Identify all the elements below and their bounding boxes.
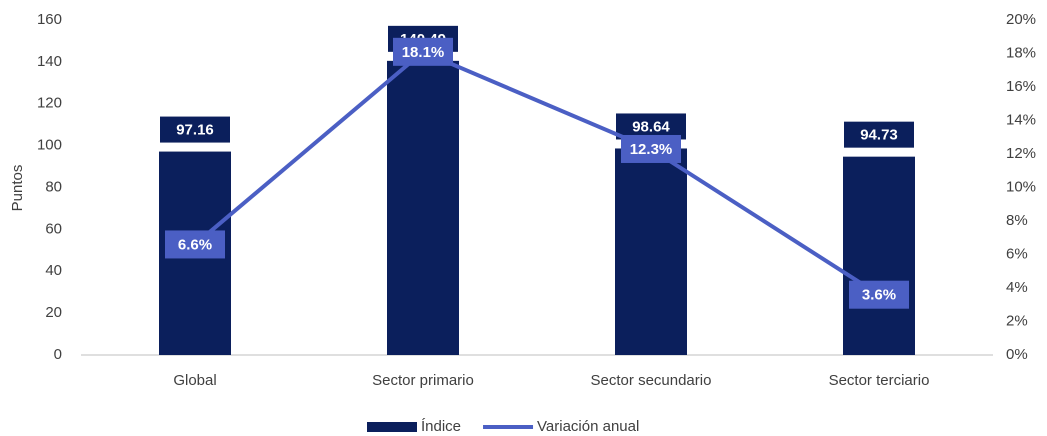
y-tick-label: 0 xyxy=(54,346,62,363)
line xyxy=(193,49,881,297)
legend-label: Variación anual xyxy=(537,418,639,435)
y-tick-label: 40 xyxy=(45,262,62,279)
legend-label: Índice xyxy=(421,418,461,435)
data-label-box xyxy=(160,116,230,143)
y-axis-label: Puntos xyxy=(9,165,26,212)
y-tick-label: 120 xyxy=(37,95,62,112)
y2-tick-label: 12% xyxy=(1006,145,1036,162)
y2-tick-label: 18% xyxy=(1006,44,1036,61)
y2-tick-label: 16% xyxy=(1006,78,1036,95)
data-label-box xyxy=(849,280,909,309)
y-tick-label: 100 xyxy=(37,137,62,154)
y-tick-label: 20 xyxy=(45,304,62,321)
y-tick-label: 80 xyxy=(45,178,62,195)
data-label-box xyxy=(621,134,681,163)
data-label: 6.6% xyxy=(178,236,212,253)
legend-swatch xyxy=(367,422,417,432)
x-tick-label: Global xyxy=(173,372,216,389)
data-label: 98.64 xyxy=(632,118,670,135)
data-label-box xyxy=(844,121,914,148)
y-tick-label: 60 xyxy=(45,220,62,237)
data-label: 94.73 xyxy=(860,127,898,144)
y-tick-label: 140 xyxy=(37,53,62,70)
data-label-box xyxy=(165,230,225,259)
y2-tick-label: 4% xyxy=(1006,279,1028,296)
data-label: 97.16 xyxy=(176,122,214,139)
data-label: 18.1% xyxy=(402,44,445,61)
y2-tick-label: 2% xyxy=(1006,312,1028,329)
y2-tick-label: 0% xyxy=(1006,346,1028,363)
data-label-box xyxy=(393,37,453,66)
data-label: 3.6% xyxy=(862,287,896,304)
y-tick-label: 160 xyxy=(37,11,62,28)
y2-tick-label: 20% xyxy=(1006,11,1036,28)
x-tick-label: Sector terciario xyxy=(829,372,930,389)
bar xyxy=(615,148,687,355)
x-tick-label: Sector secundario xyxy=(591,372,712,389)
x-tick-label: Sector primario xyxy=(372,372,474,389)
y2-tick-label: 6% xyxy=(1006,245,1028,262)
bar xyxy=(387,60,459,356)
y2-tick-label: 10% xyxy=(1006,178,1036,195)
data-label: 12.3% xyxy=(630,141,673,158)
y2-tick-label: 14% xyxy=(1006,111,1036,128)
y2-tick-label: 8% xyxy=(1006,212,1028,229)
bar xyxy=(843,156,915,355)
